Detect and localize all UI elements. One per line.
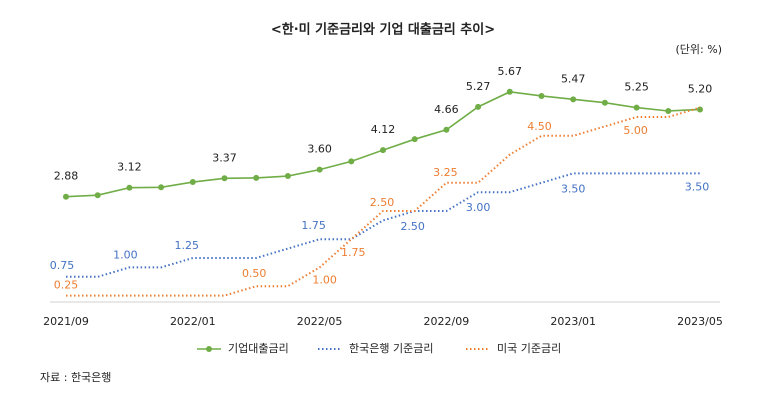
data-label: 0.50 — [242, 267, 267, 280]
data-point — [221, 175, 228, 182]
data-point — [253, 174, 260, 181]
data-point — [158, 184, 165, 191]
series-line — [66, 106, 701, 297]
legend-label: 기업대출금리 — [228, 342, 289, 355]
series-line — [65, 90, 701, 198]
legend-label: 한국은행 기준금리 — [349, 342, 433, 355]
unit-label: (단위: %) — [676, 43, 722, 56]
data-label: 5.20 — [688, 82, 713, 95]
data-point — [665, 107, 672, 114]
data-point — [475, 103, 482, 110]
x-tick-label: 2023/01 — [550, 315, 596, 328]
x-tick-label: 2023/05 — [677, 315, 723, 328]
data-point — [697, 106, 703, 113]
data-point — [538, 92, 545, 99]
data-label: 0.25 — [54, 279, 79, 292]
data-label: 2.88 — [54, 170, 79, 183]
data-label: 1.00 — [312, 273, 337, 286]
data-point — [284, 173, 291, 180]
data-label: 3.50 — [685, 180, 710, 193]
data-label: 3.12 — [117, 161, 142, 174]
data-label: 2.50 — [370, 196, 395, 209]
x-tick-label: 2021/09 — [43, 315, 89, 328]
x-tick-label: 2022/01 — [170, 315, 216, 328]
data-point — [380, 147, 386, 154]
chart-title: <한·미 기준금리와 기업 대출금리 추이> — [271, 22, 495, 38]
data-label: 2.50 — [400, 220, 425, 233]
data-point — [506, 88, 513, 95]
legend-marker — [206, 346, 212, 352]
x-tick-label: 2022/05 — [297, 315, 343, 328]
data-point — [316, 166, 323, 173]
data-point — [94, 192, 101, 199]
data-label: 1.00 — [113, 248, 138, 261]
data-label: 1.25 — [175, 239, 200, 252]
data-label: 3.37 — [212, 151, 237, 164]
data-point — [189, 179, 196, 186]
data-label: 4.12 — [371, 123, 396, 136]
data-point — [443, 126, 450, 133]
data-point — [348, 158, 355, 165]
source-note: 자료 : 한국은행 — [40, 371, 111, 384]
legend-label: 미국 기준금리 — [497, 342, 561, 355]
data-label: 0.75 — [50, 259, 75, 272]
data-label: 3.25 — [433, 166, 458, 179]
data-label: 3.60 — [307, 143, 332, 156]
data-label: 4.66 — [434, 103, 459, 116]
x-tick-label: 2022/09 — [424, 315, 470, 328]
data-label: 1.75 — [301, 219, 326, 232]
data-label: 4.50 — [527, 120, 552, 133]
data-label: 5.00 — [623, 124, 648, 137]
data-point — [633, 104, 640, 111]
series-line — [66, 172, 700, 278]
data-label: 5.27 — [466, 80, 491, 93]
data-label: 3.00 — [466, 201, 491, 214]
data-point — [126, 184, 133, 191]
data-point — [411, 136, 418, 143]
data-point — [570, 96, 577, 103]
data-label: 5.67 — [498, 65, 523, 78]
data-label: 5.25 — [624, 81, 649, 94]
data-label: 3.50 — [561, 182, 586, 195]
data-point — [63, 193, 69, 200]
data-label: 1.75 — [341, 246, 366, 259]
data-point — [601, 99, 608, 106]
data-label: 5.47 — [561, 72, 586, 85]
